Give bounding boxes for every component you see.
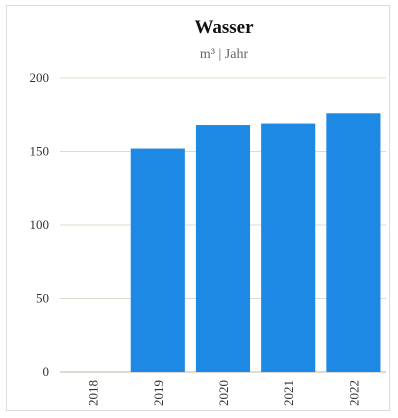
x-tick-label: 2019 xyxy=(151,380,166,406)
bars xyxy=(130,113,381,372)
x-tick-label: 2018 xyxy=(86,380,101,406)
y-tick-label: 0 xyxy=(43,364,50,379)
y-tick-label: 200 xyxy=(30,70,50,85)
bar-2019[interactable] xyxy=(130,148,185,372)
bar-2022[interactable] xyxy=(326,113,381,372)
y-tick-label: 150 xyxy=(30,144,50,159)
chart-title: Wasser xyxy=(194,17,254,38)
x-tick-label: 2020 xyxy=(216,380,231,406)
y-axis-ticks: 0 50 100 150 200 xyxy=(30,70,50,379)
y-tick-label: 50 xyxy=(36,291,49,306)
y-tick-label: 100 xyxy=(30,217,50,232)
bar-2020[interactable] xyxy=(195,125,251,372)
x-tick-label: 2021 xyxy=(281,380,296,406)
chart-subtitle: m³ | Jahr xyxy=(200,47,249,62)
x-tick-label: 2022 xyxy=(346,380,361,406)
x-axis-ticks: 2018 2019 2020 2021 2022 xyxy=(86,380,362,406)
bar-2021[interactable] xyxy=(261,123,316,372)
